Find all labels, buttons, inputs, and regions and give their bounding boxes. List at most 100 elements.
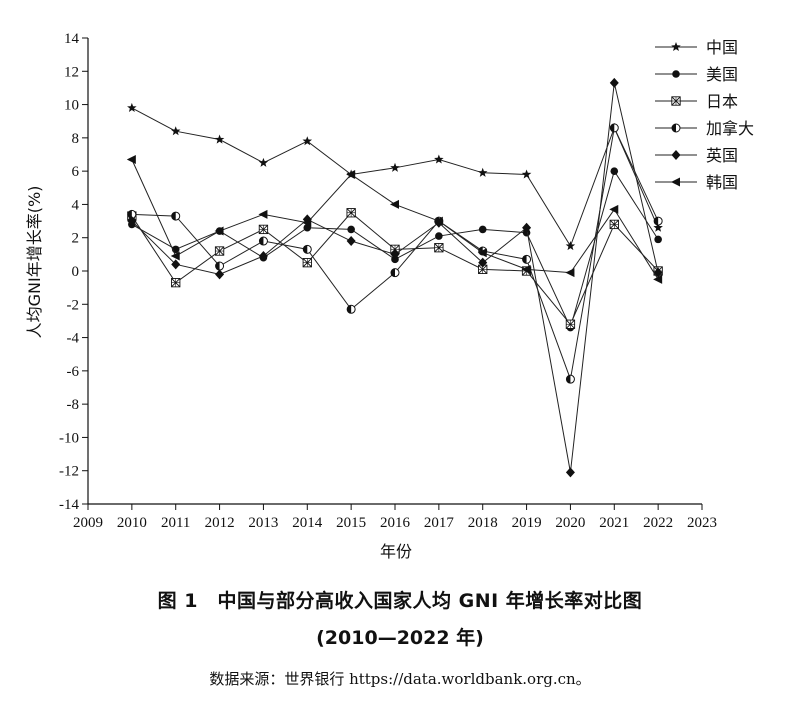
data-point xyxy=(214,134,225,144)
figure-caption-source: 数据来源：世界银行 https://data.worldbank.org.cn。 xyxy=(209,670,591,688)
data-point xyxy=(610,167,619,175)
series-4 xyxy=(127,77,663,478)
legend-label: 韩国 xyxy=(706,173,738,192)
data-point xyxy=(609,204,619,214)
data-point xyxy=(609,219,619,230)
data-point xyxy=(302,136,313,146)
x-tick-label: 2022 xyxy=(643,515,673,531)
legend-label: 英国 xyxy=(706,146,738,165)
data-point xyxy=(346,169,356,179)
data-point xyxy=(170,251,180,261)
series-5 xyxy=(126,154,663,284)
data-point xyxy=(258,209,268,219)
y-tick-label: -10 xyxy=(59,430,79,446)
legend-marker xyxy=(671,150,681,160)
legend-item: 美国 xyxy=(655,65,738,84)
y-tick-label: -2 xyxy=(67,297,80,313)
data-point xyxy=(654,235,662,244)
x-tick-label: 2010 xyxy=(117,515,147,531)
data-point xyxy=(390,199,399,209)
data-point xyxy=(565,319,576,329)
x-tick-label: 2019 xyxy=(512,515,542,531)
data-point xyxy=(215,261,225,271)
x-tick-label: 2014 xyxy=(292,515,323,531)
data-point xyxy=(478,257,488,268)
data-point xyxy=(258,236,268,246)
data-point xyxy=(258,224,269,235)
data-point xyxy=(127,102,137,112)
legend-item: 英国 xyxy=(655,146,738,165)
data-point xyxy=(126,154,136,164)
legend-item: 韩国 xyxy=(655,173,738,192)
data-point xyxy=(390,162,400,172)
data-point xyxy=(609,123,619,133)
y-tick-label: 10 xyxy=(64,98,79,114)
data-point xyxy=(390,249,400,260)
data-point xyxy=(522,254,532,264)
data-point xyxy=(565,241,576,251)
x-tick-label: 2017 xyxy=(424,515,455,531)
x-tick-label: 2016 xyxy=(380,515,411,531)
x-tick-label: 2012 xyxy=(205,515,235,531)
x-tick-label: 2023 xyxy=(687,515,717,531)
data-point xyxy=(258,157,269,167)
data-point xyxy=(609,77,619,88)
data-point xyxy=(478,225,487,234)
y-tick-label: -14 xyxy=(59,497,79,513)
x-axis-title: 年份 xyxy=(380,542,412,561)
figure-caption-range: (2010—2022 年) xyxy=(316,627,484,649)
data-point xyxy=(170,126,181,136)
legend-marker xyxy=(671,96,681,106)
legend-marker xyxy=(671,123,681,133)
series-line xyxy=(131,82,659,473)
data-point xyxy=(214,246,225,256)
data-point xyxy=(477,248,487,258)
y-tick-label: 4 xyxy=(72,197,80,213)
x-tick-label: 2009 xyxy=(73,515,103,531)
data-point xyxy=(171,211,181,221)
data-point xyxy=(302,244,312,254)
data-point xyxy=(434,154,444,164)
y-tick-label: 6 xyxy=(72,164,80,180)
legend-marker xyxy=(671,177,680,187)
data-point xyxy=(390,268,400,278)
y-tick-label: -8 xyxy=(67,397,80,413)
data-point xyxy=(565,268,575,278)
y-tick-label: 14 xyxy=(64,31,80,47)
x-tick-label: 2013 xyxy=(248,515,278,531)
data-point xyxy=(653,216,663,226)
legend-marker xyxy=(672,70,680,78)
x-tick-label: 2021 xyxy=(599,515,629,531)
axes: 14 12 10 8 6 4 2 0 -2 -4 -6 -8 -10 -12 -14 2009 2010 2011… xyxy=(59,31,717,531)
y-axis-title: 人均GNI年增长率(%) xyxy=(25,186,44,339)
data-point xyxy=(347,225,355,234)
line-chart: 14 12 10 8 6 4 2 0 -2 -4 -6 -8 -10 -12 -14 2009 2010 2011… xyxy=(25,31,754,561)
y-tick-label: -6 xyxy=(67,364,80,380)
data-point xyxy=(302,218,312,228)
data-point xyxy=(302,258,312,268)
data-point xyxy=(653,222,663,232)
series-layer xyxy=(126,77,663,478)
data-point xyxy=(434,243,444,253)
x-tick-label: 2011 xyxy=(161,515,190,531)
legend-item: 加拿大 xyxy=(655,119,754,138)
legend-label: 美国 xyxy=(706,65,738,84)
series-0 xyxy=(127,102,663,251)
x-tick-label: 2018 xyxy=(468,515,498,531)
data-point xyxy=(346,208,356,218)
data-point xyxy=(522,222,532,233)
data-point xyxy=(477,167,488,177)
figure-caption-title: 图 1 中国与部分高收入国家人均 GNI 年增长率对比图 xyxy=(157,590,643,612)
legend-item: 中国 xyxy=(655,38,738,57)
legend-label: 中国 xyxy=(706,38,738,57)
data-point xyxy=(435,232,443,240)
data-point xyxy=(521,169,532,179)
data-point xyxy=(521,264,531,274)
data-point xyxy=(215,269,225,280)
y-tick-label: 8 xyxy=(72,131,80,147)
legend-marker xyxy=(671,42,681,52)
legend-item: 日本 xyxy=(655,92,738,111)
y-tick-label: 2 xyxy=(72,231,80,247)
data-point xyxy=(565,467,575,478)
data-point xyxy=(214,226,224,236)
